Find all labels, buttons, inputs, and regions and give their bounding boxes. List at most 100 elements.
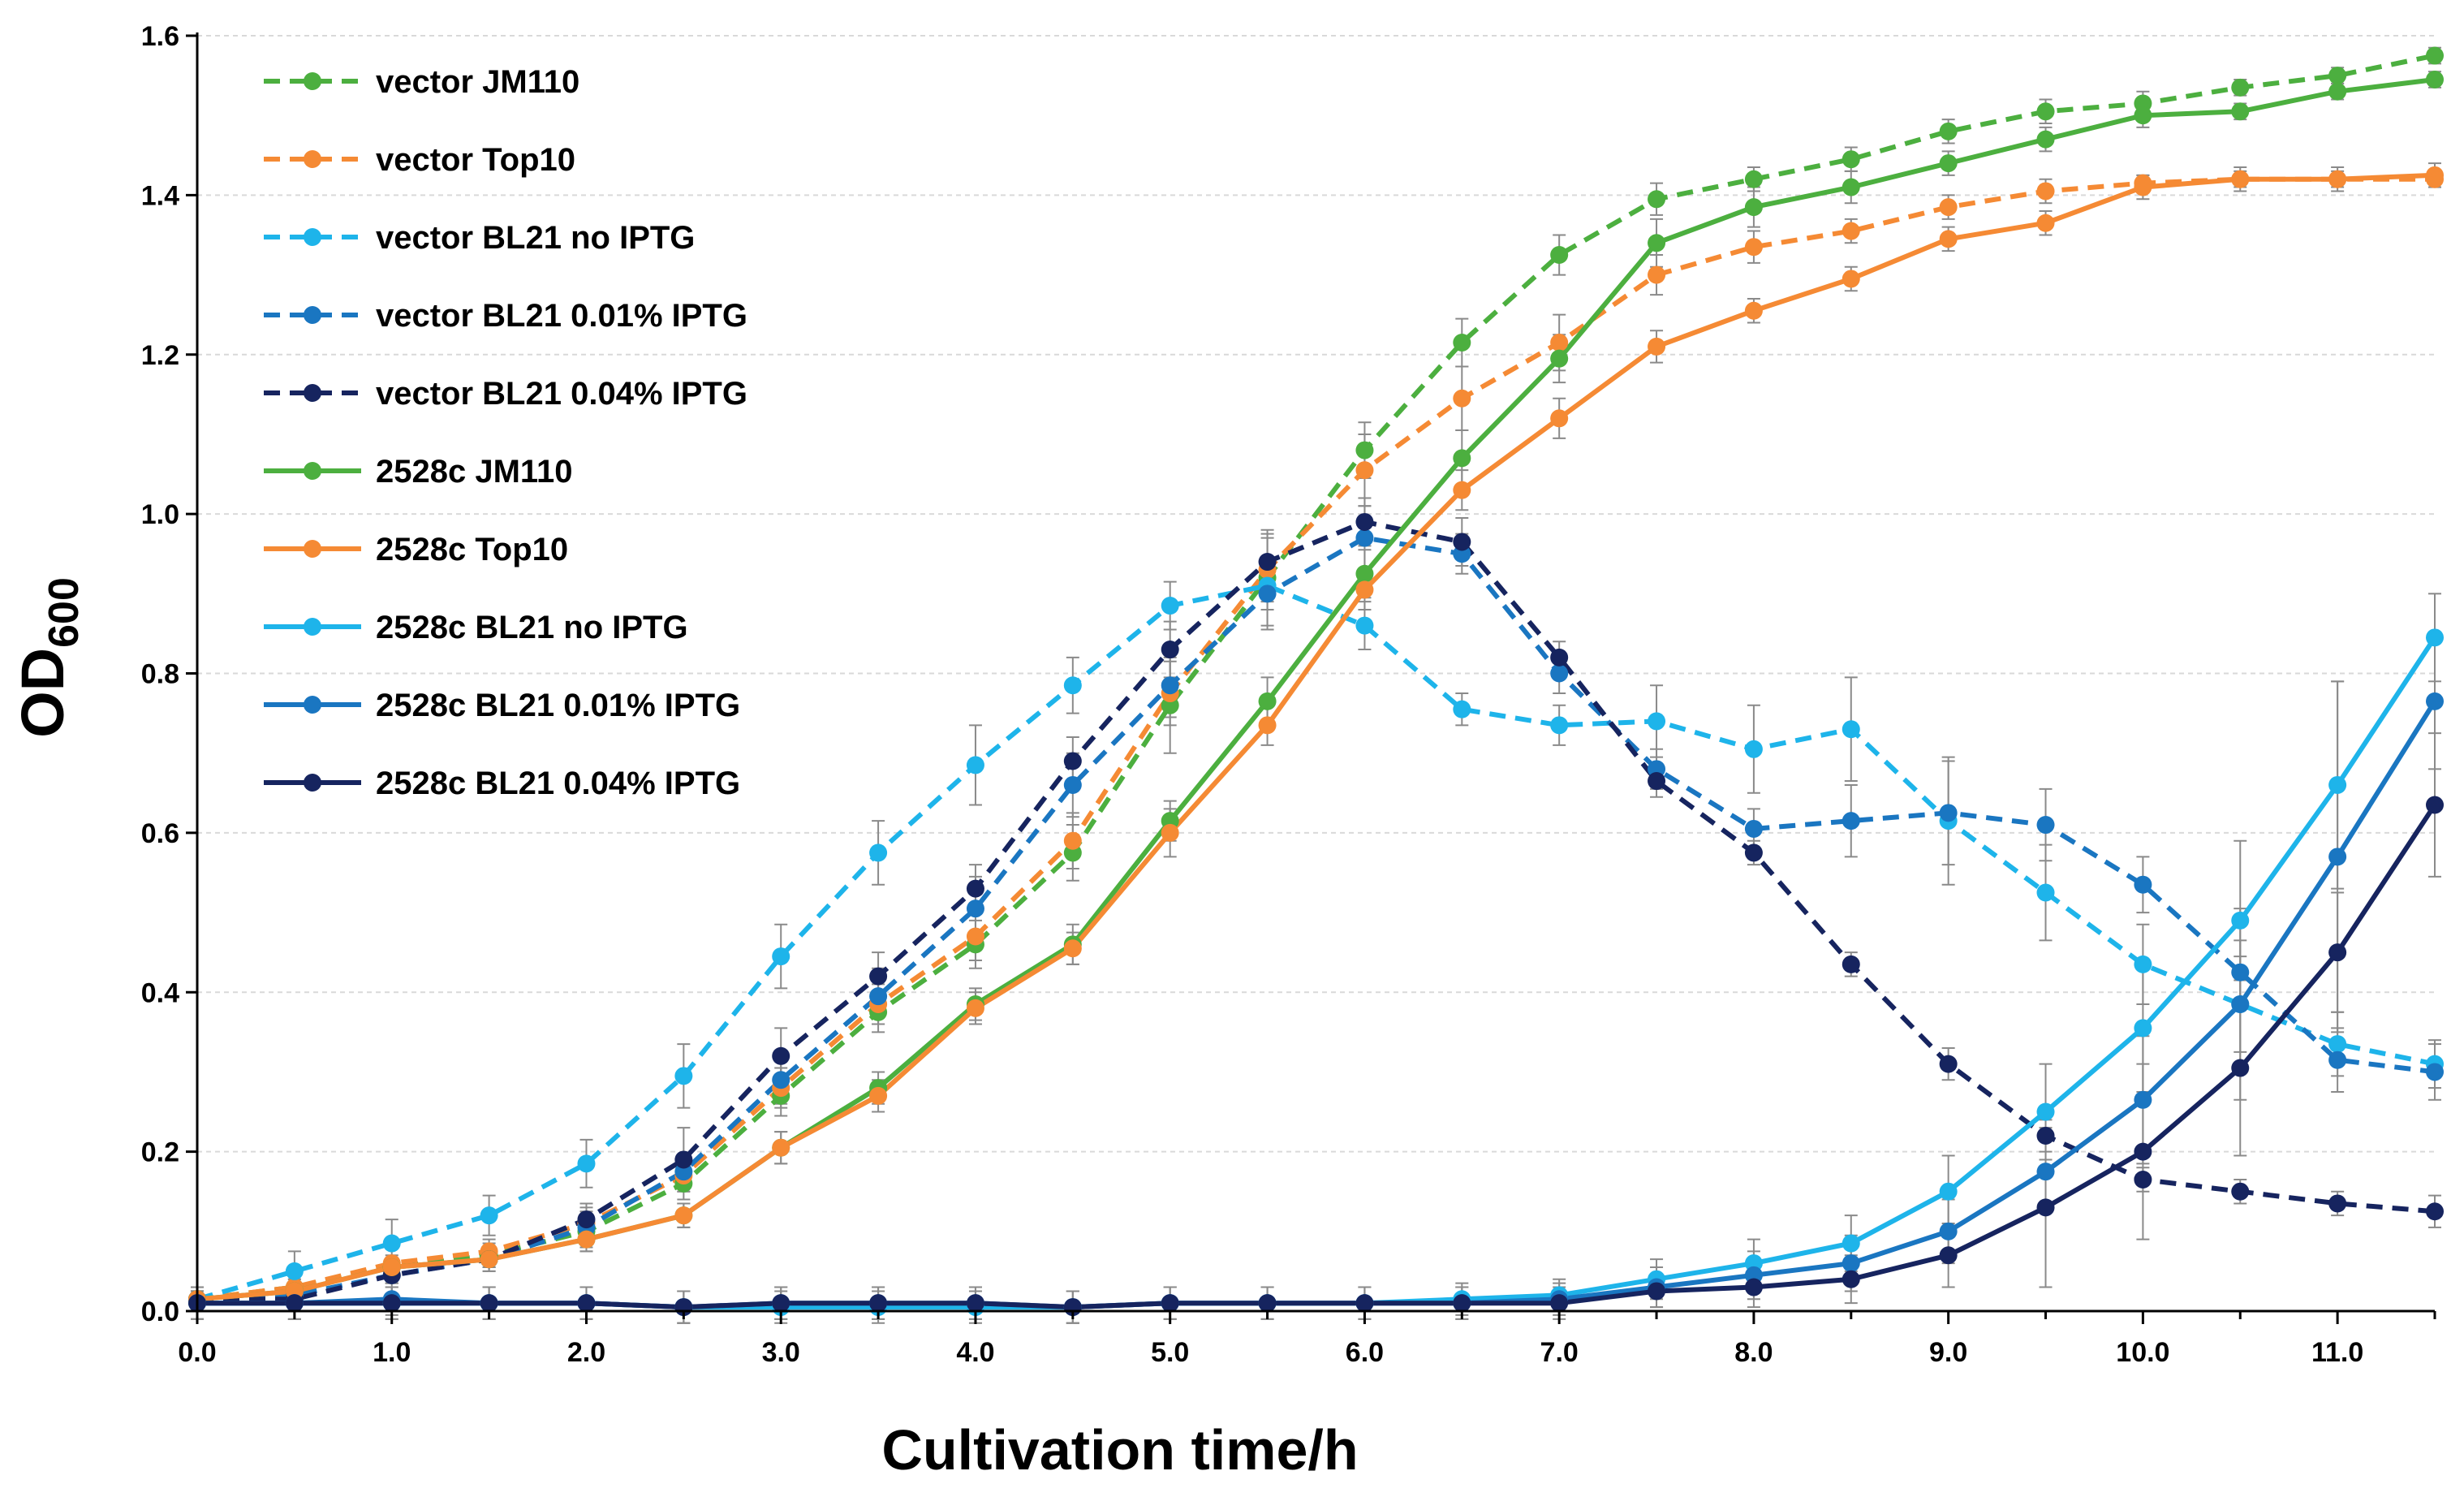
point-vector-bl21-no-iptg — [1550, 716, 1569, 735]
y-tick-label: 0.0 — [141, 1296, 179, 1327]
point-vector-bl21-0-04-iptg — [1842, 955, 1860, 973]
y-tick-label: 0.8 — [141, 659, 179, 690]
point-vector-jm110 — [1355, 441, 1374, 459]
point-vector-top10 — [1939, 198, 1958, 217]
point-2528c-bl21-no-iptg — [2231, 911, 2250, 930]
point-2528c-bl21-no-iptg — [1842, 1234, 1860, 1253]
point-2528c-bl21-0-04-iptg — [1355, 1294, 1374, 1313]
legend-swatch-marker — [304, 306, 321, 324]
point-2528c-bl21-0-04-iptg — [2134, 1142, 2152, 1161]
point-2528c-bl21-0-04-iptg — [966, 1294, 984, 1313]
y-tick-label: 1.6 — [141, 21, 179, 52]
point-2528c-bl21-0-01-iptg — [2134, 1090, 2152, 1109]
point-2528c-top10 — [2036, 214, 2055, 232]
point-vector-bl21-0-04-iptg — [1648, 772, 1666, 791]
legend-swatch-marker — [304, 696, 321, 714]
legend-item-vector-bl21-0-01-iptg: vector BL21 0.01% IPTG — [264, 298, 747, 334]
legend-label: vector BL21 0.04% IPTG — [376, 376, 747, 412]
y-tick-label: 0.2 — [141, 1137, 179, 1168]
point-vector-bl21-no-iptg — [966, 756, 984, 774]
point-vector-bl21-0-04-iptg — [1939, 1055, 1958, 1073]
point-2528c-top10 — [2426, 166, 2444, 184]
point-vector-jm110 — [1939, 122, 1958, 140]
legend-label: vector BL21 0.01% IPTG — [376, 298, 747, 334]
point-vector-bl21-0-04-iptg — [869, 967, 888, 986]
y-tick-label: 1.2 — [141, 340, 179, 371]
point-vector-jm110 — [2426, 46, 2444, 65]
series-line-vector-bl21-0-01-iptg — [196, 535, 2436, 1302]
point-vector-bl21-no-iptg — [772, 947, 790, 966]
series-line-vector-jm110 — [196, 53, 2436, 1302]
point-2528c-top10 — [2134, 178, 2152, 196]
point-vector-bl21-no-iptg — [1744, 740, 1763, 758]
point-vector-bl21-0-01-iptg — [1939, 804, 1958, 822]
point-vector-bl21-no-iptg — [869, 843, 888, 862]
point-2528c-bl21-0-04-iptg — [772, 1294, 790, 1313]
point-2528c-bl21-0-01-iptg — [2036, 1163, 2055, 1181]
point-vector-bl21-0-01-iptg — [2328, 1050, 2347, 1069]
series-line-vector-bl21-0-04-iptg — [197, 519, 2436, 1302]
point-2528c-bl21-0-04-iptg — [1842, 1270, 1860, 1288]
point-2528c-bl21-0-04-iptg — [1161, 1294, 1179, 1313]
y-tick-label: 1.0 — [141, 499, 179, 530]
point-2528c-bl21-0-04-iptg — [480, 1294, 498, 1313]
point-vector-bl21-0-01-iptg — [2426, 1063, 2444, 1081]
point-2528c-jm110 — [1744, 198, 1763, 217]
y-tick-label: 0.6 — [141, 818, 179, 849]
point-2528c-bl21-0-04-iptg — [382, 1294, 401, 1313]
point-2528c-jm110 — [1453, 449, 1471, 468]
point-2528c-top10 — [1161, 823, 1179, 842]
point-vector-jm110 — [1550, 246, 1569, 265]
point-2528c-top10 — [480, 1250, 498, 1269]
legend-label: 2528c Top10 — [376, 532, 568, 567]
point-2528c-bl21-0-04-iptg — [1648, 1282, 1666, 1301]
point-vector-bl21-0-01-iptg — [1063, 775, 1082, 794]
point-vector-bl21-0-01-iptg — [1744, 819, 1763, 838]
legend: vector JM110 vector Top10 vector BL21 no I… — [264, 64, 747, 801]
legend-label: vector BL21 no IPTG — [376, 220, 695, 256]
point-2528c-top10 — [1355, 580, 1374, 599]
point-vector-top10 — [1453, 389, 1471, 408]
point-vector-bl21-0-01-iptg — [1355, 528, 1374, 547]
point-vector-bl21-0-04-iptg — [1744, 843, 1763, 862]
point-vector-bl21-0-04-iptg — [1453, 533, 1471, 551]
x-tick-label: 1.0 — [373, 1337, 411, 1368]
point-vector-bl21-0-01-iptg — [772, 1071, 790, 1089]
legend-item-vector-top10: vector Top10 — [264, 142, 575, 178]
legend-label: vector JM110 — [376, 64, 579, 100]
legend-item-vector-jm110: vector JM110 — [264, 64, 579, 100]
point-2528c-jm110 — [1258, 692, 1277, 710]
legend-label: 2528c BL21 0.01% IPTG — [376, 688, 740, 723]
y-axis-ticks: 0.0 0.2 0.4 0.6 0.8 1.0 1.2 1.4 1.6 — [141, 21, 197, 1327]
point-2528c-top10 — [674, 1206, 693, 1225]
series-lines — [196, 53, 2437, 1310]
point-2528c-top10 — [966, 999, 984, 1017]
point-2528c-top10 — [1063, 939, 1082, 958]
point-2528c-bl21-0-04-iptg — [577, 1294, 596, 1313]
point-vector-bl21-0-01-iptg — [2036, 816, 2055, 835]
point-vector-bl21-0-01-iptg — [1258, 585, 1277, 603]
point-vector-bl21-no-iptg — [2036, 883, 2055, 902]
point-2528c-bl21-0-01-iptg — [2426, 692, 2444, 710]
legend-item-2528c-top10: 2528c Top10 — [264, 532, 568, 567]
point-vector-bl21-0-04-iptg — [1063, 752, 1082, 770]
point-2528c-top10 — [2328, 170, 2347, 188]
point-2528c-top10 — [1258, 716, 1277, 735]
point-vector-bl21-0-01-iptg — [1550, 664, 1569, 683]
legend-label: 2528c JM110 — [376, 454, 572, 490]
point-vector-top10 — [1648, 265, 1666, 284]
legend-swatch-marker — [304, 228, 321, 246]
point-vector-top10 — [1550, 334, 1569, 352]
point-vector-bl21-0-01-iptg — [1842, 812, 1860, 830]
legend-swatch-marker — [304, 462, 321, 480]
x-tick-label: 6.0 — [1346, 1337, 1384, 1368]
point-vector-top10 — [1355, 461, 1374, 480]
point-2528c-jm110 — [2036, 130, 2055, 149]
legend-item-2528c-bl21-0-01-iptg: 2528c BL21 0.01% IPTG — [264, 688, 740, 723]
point-vector-bl21-0-01-iptg — [869, 987, 888, 1006]
point-vector-bl21-0-04-iptg — [577, 1210, 596, 1229]
point-vector-bl21-no-iptg — [2328, 1035, 2347, 1054]
point-2528c-top10 — [2231, 170, 2250, 188]
point-vector-bl21-0-04-iptg — [966, 879, 984, 898]
